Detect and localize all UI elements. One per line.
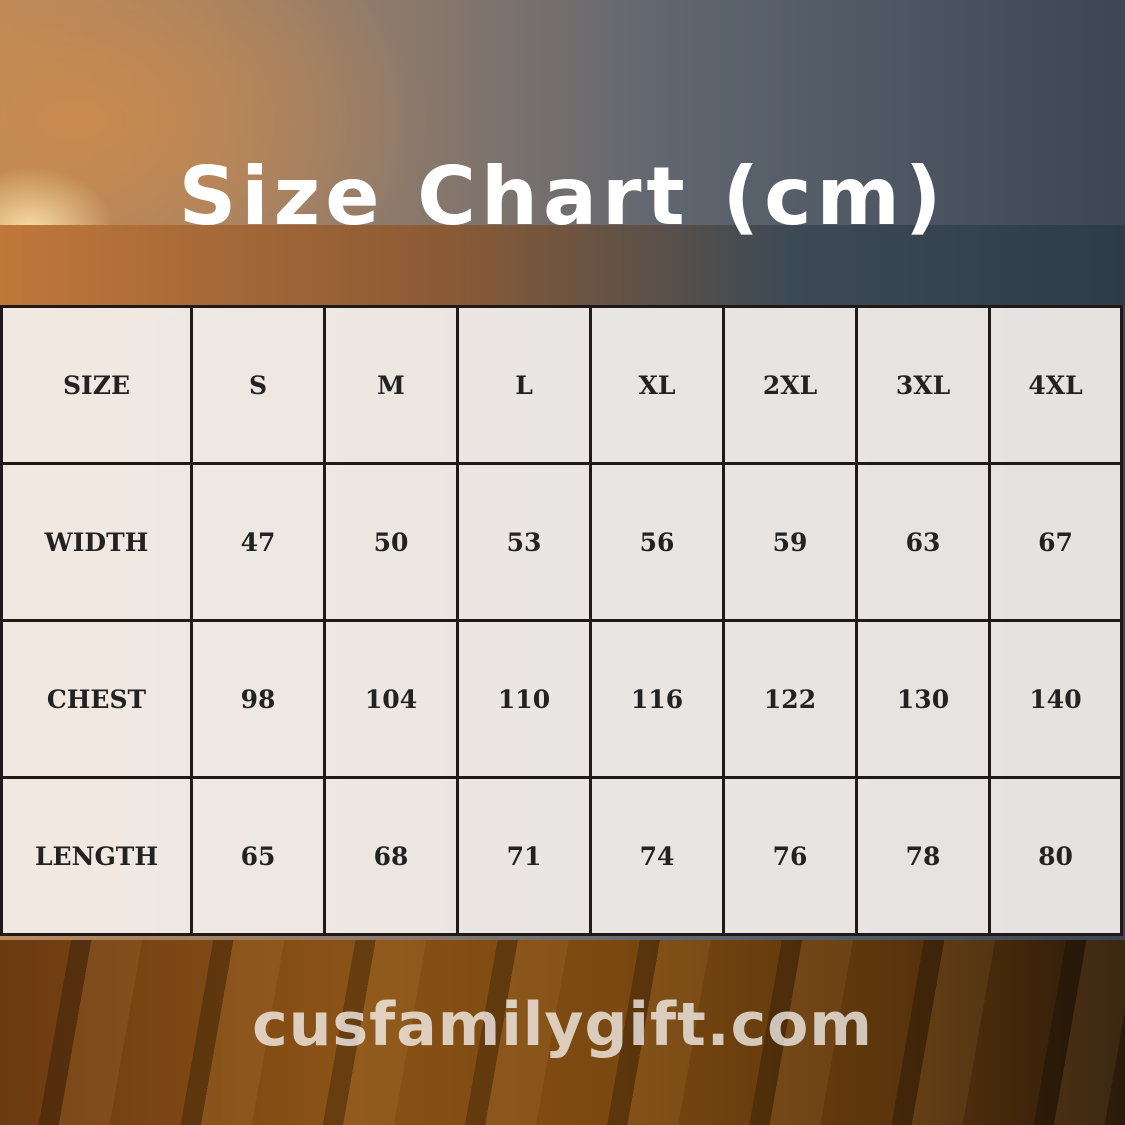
table-cell: 47 [190,462,326,622]
header-cell: 2XL [722,305,858,465]
header-cell: S [190,305,326,465]
table-cell: 76 [722,776,858,936]
row-label: LENGTH [0,776,193,936]
table-header-row: SIZE S M L XL 2XL 3XL 4XL [0,305,1123,465]
row-label: CHEST [0,619,193,779]
table-cell: 122 [722,619,858,779]
table-cell: 65 [190,776,326,936]
table-cell: 68 [323,776,459,936]
background-clothes [0,940,1125,1125]
table-cell: 63 [855,462,991,622]
table-cell: 110 [456,619,592,779]
page-title: Size Chart (cm) [178,150,947,243]
table-cell: 53 [456,462,592,622]
table-row: LENGTH 65 68 71 74 76 78 80 [0,776,1123,936]
table-row: WIDTH 47 50 53 56 59 63 67 [0,462,1123,622]
table-cell: 50 [323,462,459,622]
table-cell: 130 [855,619,991,779]
header-cell: L [456,305,592,465]
header-cell: SIZE [0,305,193,465]
table-cell: 71 [456,776,592,936]
table-cell: 74 [589,776,725,936]
table-cell: 78 [855,776,991,936]
table-cell: 67 [988,462,1123,622]
table-cell: 80 [988,776,1123,936]
table-cell: 140 [988,619,1123,779]
table-cell: 59 [722,462,858,622]
table-cell: 56 [589,462,725,622]
table-cell: 116 [589,619,725,779]
table-cell: 98 [190,619,326,779]
header-cell: M [323,305,459,465]
table-cell: 104 [323,619,459,779]
size-table: SIZE S M L XL 2XL 3XL 4XL WIDTH 47 50 53… [0,305,1123,936]
background-hanger-rack [0,225,1125,305]
row-label: WIDTH [0,462,193,622]
table-row: CHEST 98 104 110 116 122 130 140 [0,619,1123,779]
website-watermark: cusfamilygift.com [252,990,873,1060]
header-cell: 3XL [855,305,991,465]
header-cell: 4XL [988,305,1123,465]
header-cell: XL [589,305,725,465]
